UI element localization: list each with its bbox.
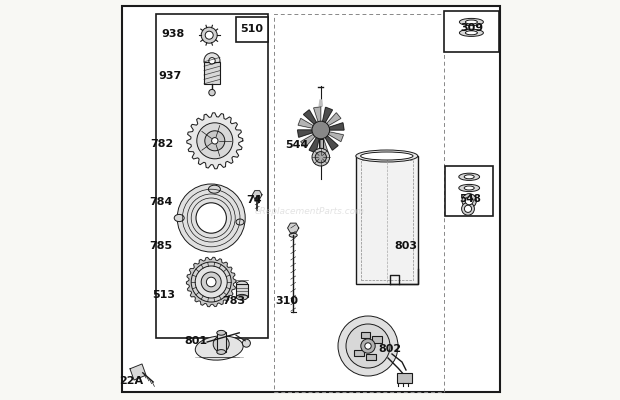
- Ellipse shape: [459, 29, 484, 36]
- Text: 782: 782: [151, 139, 174, 149]
- Ellipse shape: [356, 150, 418, 162]
- Bar: [356, 156, 418, 284]
- Text: 548: 548: [459, 194, 481, 204]
- Text: 802: 802: [378, 344, 402, 354]
- Circle shape: [206, 277, 216, 287]
- Ellipse shape: [217, 350, 226, 354]
- Bar: [366, 354, 376, 360]
- Polygon shape: [187, 257, 236, 307]
- Circle shape: [195, 266, 227, 298]
- Bar: [217, 332, 226, 352]
- Circle shape: [204, 53, 220, 69]
- Text: 22A: 22A: [119, 376, 143, 386]
- Circle shape: [465, 197, 473, 205]
- Bar: [361, 160, 413, 280]
- Ellipse shape: [236, 219, 244, 225]
- Ellipse shape: [459, 18, 484, 26]
- Circle shape: [209, 90, 215, 96]
- Polygon shape: [252, 191, 262, 199]
- Circle shape: [361, 339, 375, 353]
- Bar: [156, 14, 268, 338]
- Text: 513: 513: [153, 290, 175, 300]
- Polygon shape: [187, 113, 243, 169]
- Polygon shape: [309, 138, 319, 153]
- Ellipse shape: [459, 173, 480, 180]
- Polygon shape: [326, 136, 338, 150]
- Circle shape: [315, 152, 326, 163]
- Ellipse shape: [459, 184, 480, 192]
- Circle shape: [213, 336, 229, 352]
- Circle shape: [191, 262, 231, 302]
- Ellipse shape: [464, 175, 474, 179]
- Text: 803: 803: [394, 241, 417, 251]
- Polygon shape: [319, 100, 322, 106]
- Ellipse shape: [464, 186, 474, 190]
- Circle shape: [205, 131, 225, 151]
- Circle shape: [196, 203, 226, 233]
- Circle shape: [205, 31, 213, 39]
- Bar: [204, 62, 220, 84]
- Polygon shape: [298, 118, 313, 128]
- Text: 785: 785: [149, 241, 173, 251]
- Circle shape: [312, 121, 330, 139]
- Bar: [397, 373, 412, 383]
- Ellipse shape: [217, 330, 226, 335]
- Text: 801: 801: [184, 336, 208, 346]
- Circle shape: [202, 27, 217, 43]
- Polygon shape: [329, 123, 344, 130]
- Bar: [444, 11, 499, 52]
- Text: eReplacementParts.com: eReplacementParts.com: [255, 208, 365, 216]
- Text: 510: 510: [241, 24, 264, 34]
- Text: 938: 938: [162, 28, 185, 38]
- Text: 544: 544: [286, 140, 309, 150]
- Polygon shape: [130, 364, 146, 380]
- Ellipse shape: [289, 233, 297, 237]
- Polygon shape: [329, 132, 343, 142]
- Text: 783: 783: [223, 296, 246, 306]
- Text: 310: 310: [276, 296, 299, 306]
- Ellipse shape: [174, 214, 184, 222]
- Ellipse shape: [466, 31, 477, 35]
- Ellipse shape: [466, 20, 477, 24]
- Polygon shape: [327, 113, 341, 126]
- Bar: [361, 332, 370, 338]
- Text: 937: 937: [158, 71, 182, 81]
- Ellipse shape: [236, 294, 247, 300]
- Bar: [445, 166, 493, 216]
- Polygon shape: [314, 107, 321, 122]
- Ellipse shape: [208, 185, 220, 193]
- Ellipse shape: [195, 336, 243, 360]
- Bar: [319, 139, 323, 148]
- Bar: [373, 336, 382, 343]
- Polygon shape: [322, 107, 332, 122]
- Polygon shape: [288, 223, 299, 233]
- Circle shape: [462, 194, 476, 208]
- Circle shape: [197, 123, 232, 159]
- Circle shape: [338, 316, 398, 376]
- Text: 74: 74: [246, 195, 262, 205]
- Text: 309: 309: [461, 23, 484, 33]
- Bar: [274, 14, 444, 392]
- Circle shape: [211, 138, 218, 144]
- Circle shape: [365, 343, 371, 349]
- Circle shape: [464, 205, 472, 212]
- Ellipse shape: [361, 152, 413, 160]
- Text: 784: 784: [149, 197, 173, 207]
- Circle shape: [209, 58, 215, 64]
- Circle shape: [346, 324, 390, 368]
- Ellipse shape: [236, 281, 247, 287]
- Bar: [236, 284, 247, 297]
- Circle shape: [177, 184, 245, 252]
- Polygon shape: [321, 138, 328, 153]
- Circle shape: [462, 202, 474, 215]
- Bar: [236, 17, 268, 42]
- Polygon shape: [301, 134, 315, 147]
- Circle shape: [202, 272, 221, 292]
- Polygon shape: [304, 110, 316, 124]
- Polygon shape: [298, 130, 312, 137]
- Bar: [355, 350, 364, 356]
- Circle shape: [242, 339, 250, 347]
- Circle shape: [312, 148, 330, 166]
